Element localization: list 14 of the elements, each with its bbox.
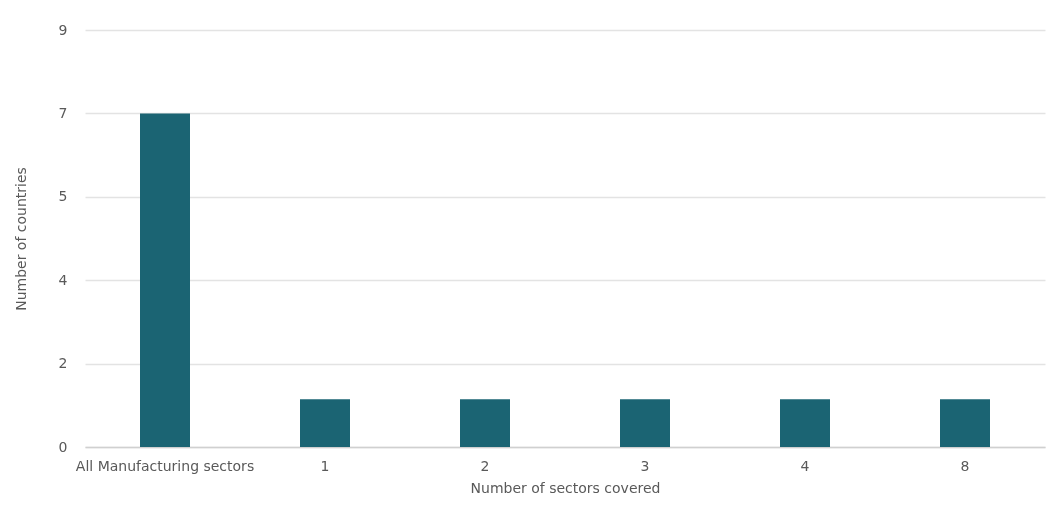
y-tick-label: 5	[58, 188, 68, 205]
y-tick-label: 9	[58, 21, 68, 38]
x-tick-label: 2	[480, 457, 490, 474]
y-tick-label: 4	[58, 271, 68, 288]
y-tick-label: 2	[58, 355, 68, 372]
x-tick-label: 4	[800, 457, 810, 474]
y-tick-label: 0	[58, 438, 68, 455]
x-tick-label: All Manufacturing sectors	[75, 457, 255, 474]
y-tick-label: 7	[58, 104, 68, 121]
x-tick-label: 3	[640, 457, 650, 474]
x-tick-label: 8	[960, 457, 970, 474]
x-axis-title: Number of sectors covered	[470, 479, 661, 496]
y-axis-title: Number of countries	[12, 167, 29, 311]
x-tick-label: 1	[320, 457, 330, 474]
